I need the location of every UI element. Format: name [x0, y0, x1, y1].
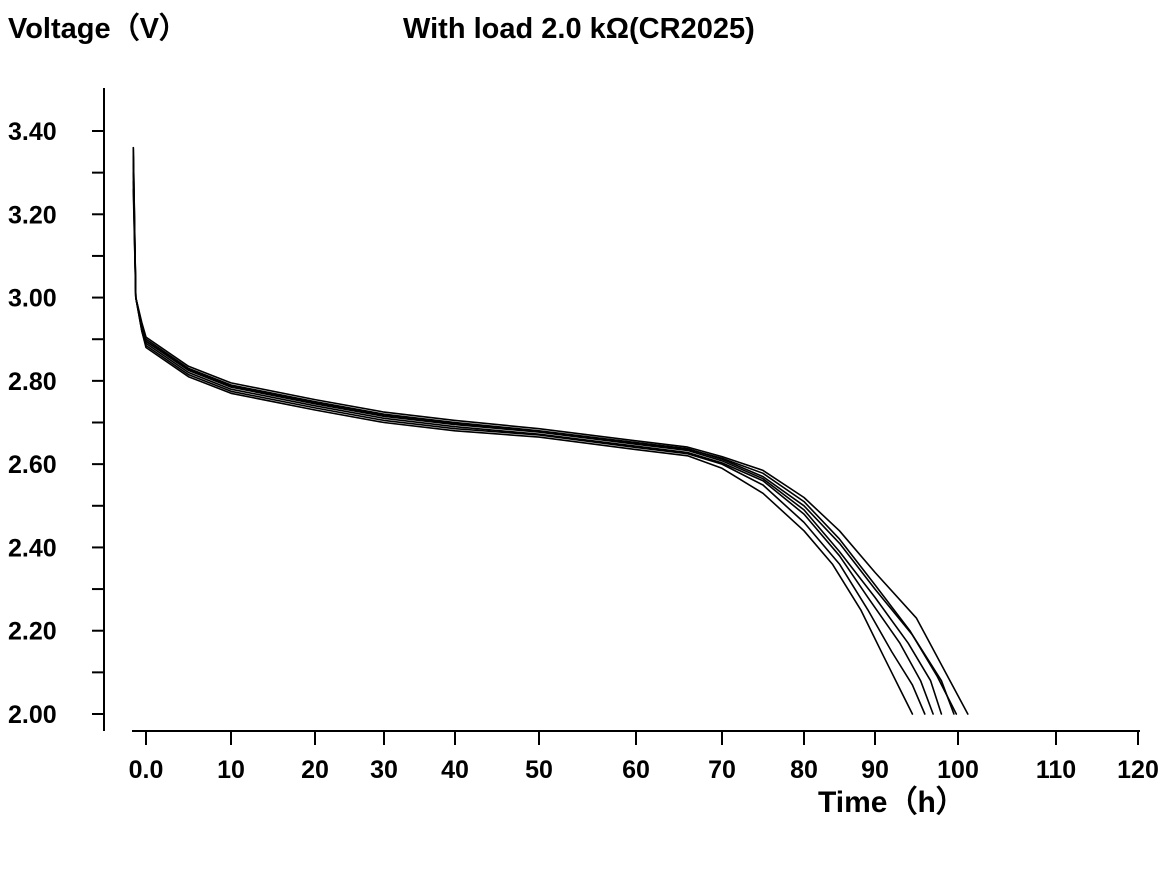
- x-ticks: [145, 731, 1139, 745]
- y-tick-label: 2.20: [8, 618, 57, 646]
- y-tick-label: 2.40: [8, 534, 57, 562]
- discharge-curve-5: [132, 155, 955, 715]
- discharge-curve-7: [132, 188, 958, 715]
- y-tick-label: 2.60: [8, 451, 57, 479]
- x-tick-label: 110: [1036, 756, 1076, 784]
- x-tick-label: 70: [708, 756, 736, 784]
- discharge-curve-1: [132, 146, 914, 715]
- chart-title: With load 2.0 kΩ(CR2025): [403, 13, 755, 45]
- x-tick-labels: 0.0 10 20 30 40 50 60 70 80 90 100 110 120: [129, 756, 1159, 784]
- y-tick-label: 2.00: [8, 701, 57, 729]
- x-tick-label: 50: [525, 756, 553, 784]
- x-tick-label: 40: [441, 756, 469, 784]
- discharge-curve-3: [132, 180, 934, 715]
- x-tick-label: 120: [1117, 756, 1159, 784]
- y-ticks: [92, 130, 104, 715]
- y-tick-label: 3.40: [8, 118, 57, 146]
- y-tick-label: 2.80: [8, 368, 57, 396]
- y-tick-label: 3.20: [8, 201, 57, 229]
- discharge-curve-4: [132, 163, 943, 715]
- discharge-curve-2: [132, 171, 926, 715]
- discharge-curves: [132, 146, 969, 715]
- y-tick-labels: 2.00 2.20 2.40 2.60 2.80 3.00 3.20 3.40: [8, 118, 57, 729]
- x-axis-label: Time（h）: [818, 785, 966, 819]
- y-axis-label: Voltage（V）: [8, 12, 188, 45]
- x-tick-label: 30: [370, 756, 398, 784]
- x-tick-label: 90: [861, 756, 889, 784]
- discharge-curve-6: [132, 146, 969, 715]
- x-tick-label: 20: [301, 756, 329, 784]
- x-tick-label: 10: [217, 756, 245, 784]
- x-tick-label: 100: [937, 756, 979, 784]
- x-tick-label: 0.0: [129, 756, 164, 784]
- y-tick-label: 3.00: [8, 285, 57, 313]
- x-tick-label: 60: [622, 756, 650, 784]
- x-tick-label: 80: [790, 756, 818, 784]
